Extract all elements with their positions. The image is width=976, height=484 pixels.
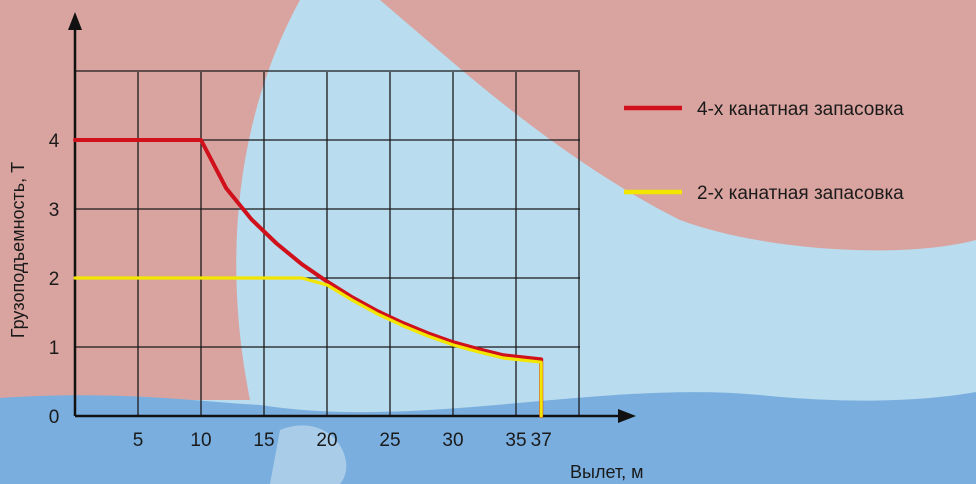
series-lines bbox=[73, 138, 544, 418]
x-tick-label: 20 bbox=[316, 430, 337, 451]
y-axis-label: Грузоподъемность, Т bbox=[8, 162, 28, 338]
legend-label: 2-х канатная запасовка bbox=[697, 183, 904, 204]
y-tick-label: 3 bbox=[49, 200, 60, 221]
y-tick-label: 4 bbox=[49, 131, 60, 152]
x-tick-label: 37 bbox=[531, 430, 552, 451]
axes bbox=[68, 12, 636, 423]
x-tick-label: 35 bbox=[505, 430, 526, 451]
x-tick-label: 10 bbox=[190, 430, 211, 451]
x-axis-label: Вылет, м bbox=[570, 462, 644, 482]
y-tick-label: 0 bbox=[49, 407, 60, 428]
x-tick-label: 15 bbox=[253, 430, 274, 451]
legend: 4-х канатная запасовка 2-х канатная запас… bbox=[624, 99, 904, 204]
y-tick-label: 2 bbox=[49, 269, 60, 290]
x-tick-label: 5 bbox=[133, 430, 144, 451]
series-line-2 bbox=[73, 276, 543, 418]
x-tick-label: 30 bbox=[442, 430, 463, 451]
y-axis-arrow bbox=[68, 12, 82, 30]
x-tick-label: 25 bbox=[379, 430, 400, 451]
legend-label: 4-х канатная запасовка bbox=[697, 99, 904, 120]
tick-labels: 5 10 15 20 25 30 35 37 0 1 2 3 4 bbox=[49, 131, 552, 451]
y-tick-label: 1 bbox=[49, 338, 60, 359]
x-axis-arrow bbox=[618, 409, 636, 423]
series-line-1 bbox=[73, 138, 544, 418]
grid bbox=[75, 70, 580, 416]
